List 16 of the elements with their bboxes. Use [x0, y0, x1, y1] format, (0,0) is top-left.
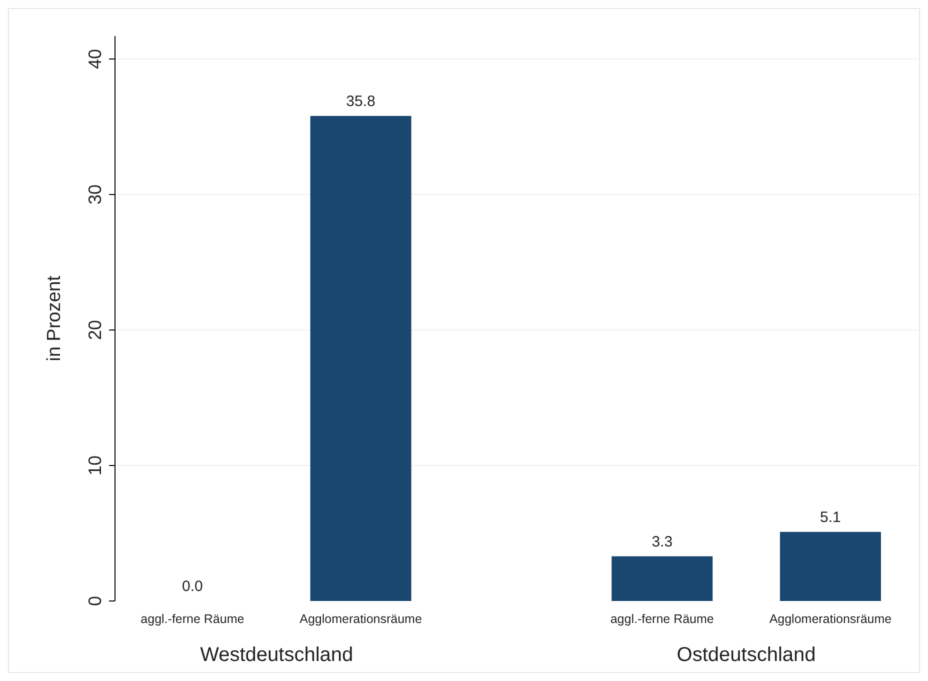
y-tick-label: 20: [85, 320, 105, 340]
data-label: 5.1: [820, 508, 841, 526]
y-tick-label: 30: [85, 184, 105, 205]
data-label: 35.8: [346, 92, 376, 110]
y-tick-label: 10: [85, 455, 105, 476]
y-tick-label: 0: [85, 596, 105, 606]
x-tick-label: Agglomerationsräume: [769, 612, 892, 626]
text: Ostdeutschland: [676, 644, 816, 666]
text: Westdeutschland: [200, 644, 354, 666]
x-tick-label: aggl.-ferne Räume: [140, 612, 244, 626]
y-axis-title: in Prozent: [44, 275, 65, 362]
data-label: 3.3: [652, 533, 673, 550]
x-tick-label: Agglomerationsräume: [300, 612, 422, 626]
data-label: 0.0: [182, 578, 203, 595]
y-tick-label: 40: [85, 49, 105, 70]
x-tick-label: aggl.-ferne Räume: [610, 612, 714, 626]
